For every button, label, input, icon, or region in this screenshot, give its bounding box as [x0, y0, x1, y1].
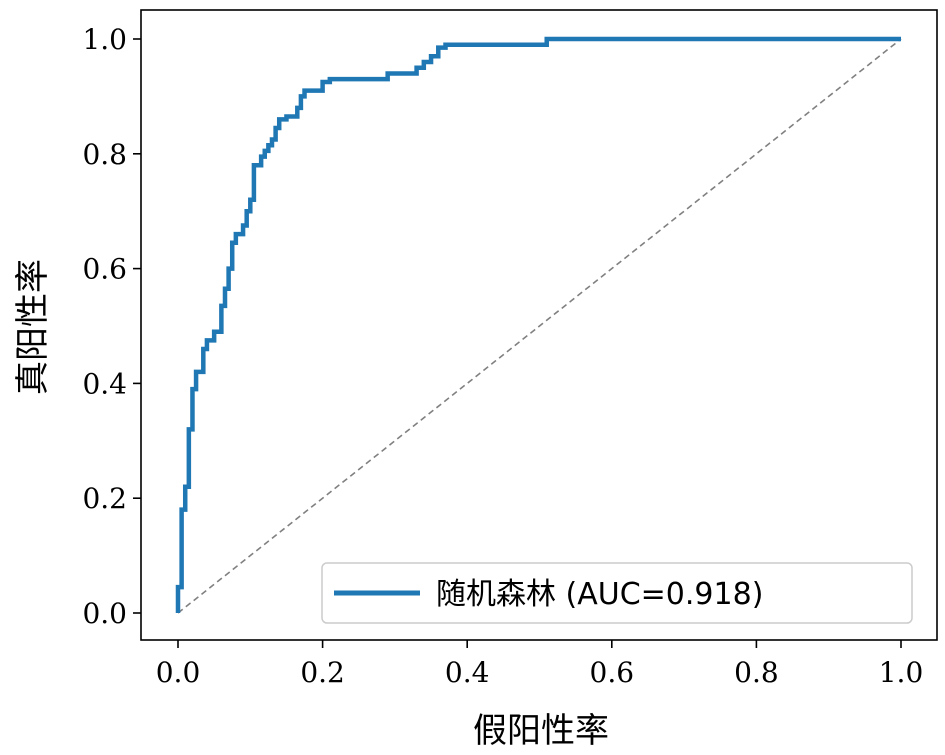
x-tick-label: 0.2	[300, 656, 345, 689]
y-tick-label: 1.0	[82, 23, 127, 56]
x-tick-label: 0.8	[734, 656, 779, 689]
y-tick-label: 0.6	[82, 253, 127, 286]
plot-frame	[140, 9, 938, 641]
x-axis-title: 假阳性率	[473, 711, 609, 751]
ticks-layer: 0.0 0.2 0.4 0.6 0.8 1.0 0.0 0.2 0.4 0.6 0.8 1.0	[82, 23, 923, 689]
y-tick-label: 0.4	[82, 367, 127, 400]
y-axis-title: 真阳性率	[13, 259, 53, 395]
y-tick-label: 0.0	[82, 597, 127, 630]
legend: 随机森林 (AUC=0.918)	[321, 562, 913, 624]
x-tick-label: 0.4	[445, 656, 490, 689]
chance-diagonal-line	[177, 38, 902, 614]
y-tick-label: 0.2	[82, 482, 127, 515]
legend-label: 随机森林 (AUC=0.918)	[436, 577, 763, 612]
x-tick-label: 0.6	[590, 656, 635, 689]
legend-box	[321, 562, 913, 624]
x-tick-label: 1.0	[879, 656, 924, 689]
x-tick-label: 0.0	[156, 656, 201, 689]
roc-curve-line	[175, 36, 901, 613]
plot-area	[140, 9, 938, 641]
y-tick-label: 0.8	[82, 138, 127, 171]
series-layer	[175, 36, 902, 614]
